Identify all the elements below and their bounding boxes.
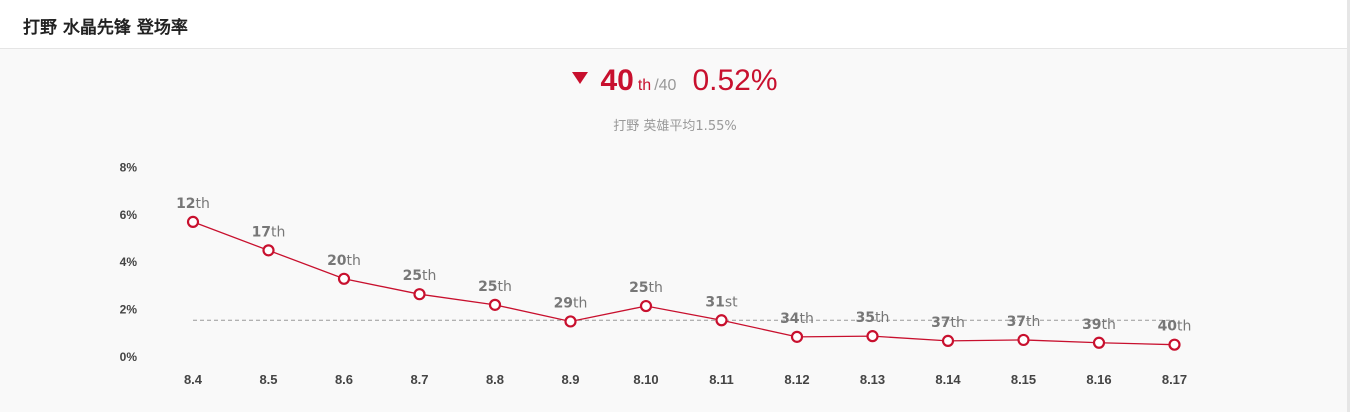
data-label: 25th (403, 268, 437, 284)
data-point (866, 330, 879, 343)
data-label: 20th (327, 253, 361, 269)
y-tick-label: 0% (120, 350, 138, 364)
x-tick-label: 8.12 (784, 372, 809, 387)
data-point (564, 315, 577, 328)
y-tick-label: 8% (120, 160, 138, 174)
data-label: 37th (931, 315, 965, 331)
x-tick-label: 8.10 (633, 372, 658, 387)
y-tick-label: 4% (120, 255, 138, 269)
header-bar: 打野 水晶先锋 登场率 (0, 0, 1347, 49)
data-label: 25th (629, 280, 663, 296)
x-tick-label: 8.13 (860, 372, 885, 387)
x-tick-label: 8.6 (335, 372, 353, 387)
x-tick-label: 8.8 (486, 372, 504, 387)
scrollbar[interactable] (1347, 0, 1350, 412)
x-tick-label: 8.7 (410, 372, 428, 387)
data-label: 31st (705, 294, 738, 310)
data-label: 35th (856, 310, 890, 326)
data-label: 40th (1158, 319, 1192, 335)
rank-suffix: th (637, 77, 652, 94)
pick-rate: 0.52% (692, 64, 778, 97)
x-tick-label: 8.17 (1162, 372, 1187, 387)
series-line (192, 221, 1175, 346)
data-label: 37th (1007, 314, 1041, 330)
x-tick-label: 8.9 (561, 372, 579, 387)
x-tick-label: 8.15 (1011, 372, 1036, 387)
data-point (715, 314, 728, 327)
data-label: 34th (780, 311, 814, 327)
data-point (790, 330, 804, 343)
x-tick-label: 8.5 (259, 372, 277, 387)
data-label: 17th (252, 224, 286, 240)
rank-total: /40 (654, 77, 677, 94)
data-point (639, 299, 653, 313)
page-title: 打野 水晶先锋 登场率 (23, 18, 188, 38)
data-point (488, 298, 502, 311)
data-label: 39th (1082, 317, 1116, 333)
x-tick-label: 8.4 (184, 372, 203, 387)
data-point (1168, 338, 1181, 351)
data-point (941, 334, 955, 347)
data-label: 12th (176, 196, 210, 212)
y-tick-label: 2% (120, 303, 138, 317)
rank-number: 40 (600, 64, 634, 97)
data-point (337, 272, 351, 285)
y-tick-label: 6% (120, 208, 138, 222)
data-label: 25th (478, 279, 512, 295)
average-text: 打野 英雄平均1.55% (613, 119, 737, 134)
data-point (262, 244, 275, 257)
x-tick-label: 8.14 (935, 372, 961, 387)
down-triangle-icon (572, 72, 589, 84)
data-label: 29th (554, 295, 588, 311)
data-point (1017, 333, 1030, 347)
data-point (413, 288, 426, 301)
data-point (186, 215, 200, 229)
chart-panel (0, 49, 1347, 412)
x-tick-label: 8.16 (1086, 372, 1111, 387)
data-point (1092, 336, 1106, 349)
x-tick-label: 8.11 (709, 372, 734, 387)
